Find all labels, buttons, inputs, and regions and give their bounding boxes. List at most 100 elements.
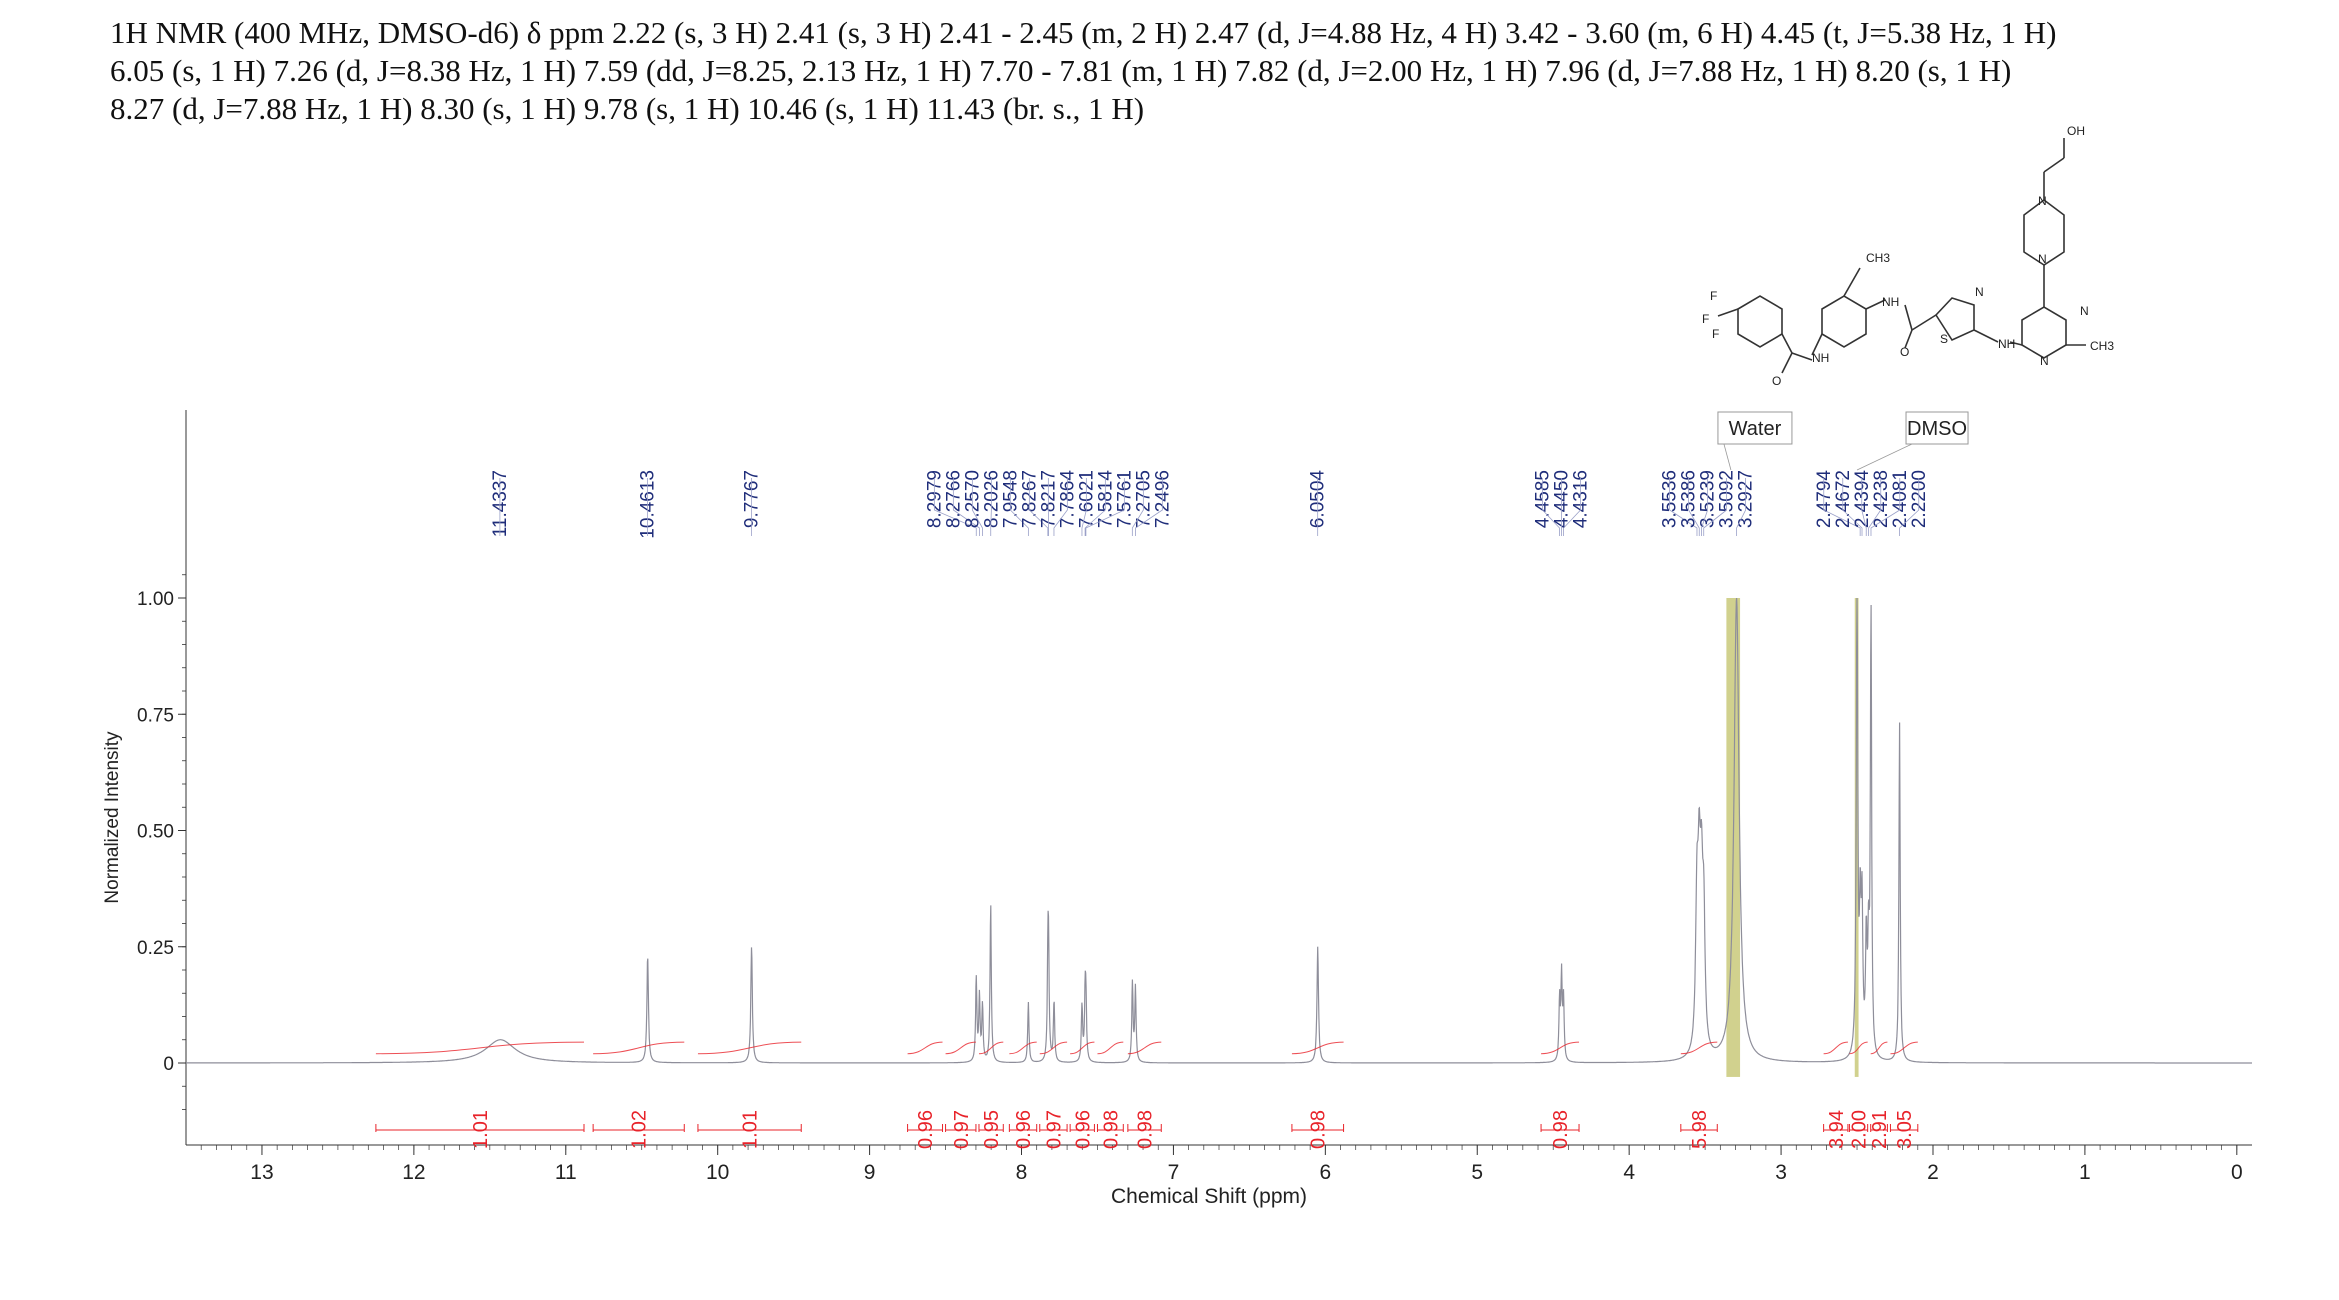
peak-label-leader (1823, 478, 1861, 536)
integral-curve (1890, 1041, 1918, 1055)
peak-label-leader (1085, 478, 1125, 536)
atom-label: N (2038, 194, 2047, 208)
integral-value: 0.98 (1135, 1110, 1157, 1149)
peak-label: 2.4081 (1890, 470, 1911, 528)
integral-value: 0.96 (915, 1110, 937, 1149)
structure-ring-thiazole (1934, 297, 1975, 342)
peak-label-leader (1688, 478, 1700, 536)
peak-label: 2.4672 (1833, 470, 1854, 528)
atom-label: N (2040, 354, 2049, 368)
integral-value: 0.98 (1100, 1110, 1122, 1149)
y-tick-label: 0 (163, 1054, 174, 1075)
integral-curve (1541, 1041, 1580, 1055)
peak-label: 7.6021 (1076, 470, 1097, 528)
x-tick-label: 4 (1623, 1161, 1635, 1184)
description-line-3: 8.27 (d, J=7.88 Hz, 1 H) 8.30 (s, 1 H) 9… (110, 91, 1145, 126)
peak-label-leader (1135, 478, 1163, 536)
peak-label: 4.4316 (1571, 470, 1592, 528)
x-tick-label: 10 (706, 1161, 729, 1184)
peak-label-leader (1701, 478, 1709, 536)
peak-label-leader (990, 478, 992, 536)
solvent-band (1854, 598, 1859, 1077)
atom-label: N (1975, 285, 1984, 299)
atom-label: CH3 (1866, 251, 1890, 265)
integral-value: 1.01 (740, 1110, 762, 1149)
atom-label: N (2080, 304, 2089, 318)
peak-label: 11.4337 (490, 470, 511, 537)
peak-label-leader (1053, 478, 1068, 536)
atom-label: CH3 (2090, 339, 2114, 353)
integral-value: 0.96 (1013, 1110, 1035, 1149)
atom-label: NH (1812, 351, 1829, 365)
integral-curve (978, 1041, 1004, 1055)
solvent-label-text: DMSO (1907, 418, 1967, 440)
integral-value: 1.02 (629, 1110, 651, 1149)
peak-label: 7.8217 (1038, 470, 1059, 528)
integral-curve (1097, 1041, 1124, 1055)
y-tick-label: 0.75 (137, 705, 174, 726)
integral-curve (945, 1041, 976, 1055)
peak-label: 7.2705 (1133, 470, 1154, 528)
peak-label-leader (1870, 478, 1901, 536)
integral-value: 3.05 (1894, 1110, 1916, 1149)
peak-label-leader (1861, 478, 1867, 536)
peak-label-leader (1842, 478, 1863, 536)
integral-curve (697, 1041, 802, 1055)
atom-label: S (1940, 332, 1948, 346)
peak-label: 3.5239 (1698, 470, 1719, 528)
x-tick-label: 13 (250, 1161, 273, 1184)
structure-ring-tolyl (1821, 295, 1867, 348)
integral-curve (1127, 1041, 1162, 1055)
peak-label-leader (1028, 478, 1049, 536)
description-line-2: 6.05 (s, 1 H) 7.26 (d, J=8.38 Hz, 1 H) 7… (110, 53, 2012, 88)
y-axis-label: Normalized Intensity (102, 731, 123, 904)
x-tick-label: 6 (1319, 1161, 1331, 1184)
peak-label: 8.2570 (962, 470, 983, 528)
x-tick-label: 5 (1471, 1161, 1483, 1184)
integral-value: 0.97 (1043, 1110, 1065, 1149)
atom-label: O (1900, 345, 1909, 359)
peak-label: 7.8267 (1019, 470, 1040, 528)
peak-label: 10.4613 (638, 470, 659, 539)
integral-curve (1823, 1041, 1848, 1055)
structure-ring-pyrimidine (2021, 306, 2067, 359)
x-tick-label: 1 (2079, 1161, 2091, 1184)
peak-label-leader (1669, 478, 1698, 536)
integral-value: 0.96 (1072, 1110, 1094, 1149)
peak-label: 3.2927 (1736, 470, 1757, 528)
x-tick-label: 11 (555, 1161, 577, 1184)
integral-curve (375, 1041, 585, 1055)
atom-label: N (2038, 252, 2047, 266)
peak-label: 3.5092 (1717, 470, 1738, 528)
integral-value: 0.97 (951, 1110, 973, 1149)
solvent-label-box (1717, 411, 1793, 445)
peak-label: 7.7864 (1057, 470, 1078, 529)
spectrum-trace (186, 597, 2252, 1064)
peak-label: 6.0504 (1308, 470, 1329, 529)
peak-label-leader (971, 478, 983, 536)
integral-value: 0.95 (981, 1110, 1003, 1149)
peak-label: 2.2200 (1909, 470, 1930, 528)
integral-value: 3.94 (1826, 1110, 1848, 1149)
peak-label: 9.7767 (742, 470, 763, 528)
peak-label-leader (1899, 478, 1920, 536)
solvent-label: DMSO (1905, 411, 1969, 445)
integral-curve (1009, 1041, 1037, 1055)
integral-curve (1680, 1041, 1718, 1055)
atom-label: NH (1882, 295, 1899, 309)
peak-label: 8.2766 (943, 470, 964, 528)
peak-label-leader (1131, 478, 1144, 536)
chemical-structure (1717, 138, 2086, 374)
x-axis-label: Chemical Shift (ppm) (1111, 1185, 1307, 1208)
x-tick-label: 3 (1775, 1161, 1787, 1184)
x-tick-label: 9 (864, 1161, 876, 1184)
atom-label: F (1710, 289, 1717, 303)
peak-label: 4.4450 (1552, 470, 1573, 528)
peak-label-leader (1703, 478, 1728, 536)
atom-label: F (1712, 327, 1719, 341)
peak-label-leader (952, 478, 980, 536)
integral-curve (1039, 1041, 1068, 1055)
x-tick-label: 12 (402, 1161, 425, 1184)
